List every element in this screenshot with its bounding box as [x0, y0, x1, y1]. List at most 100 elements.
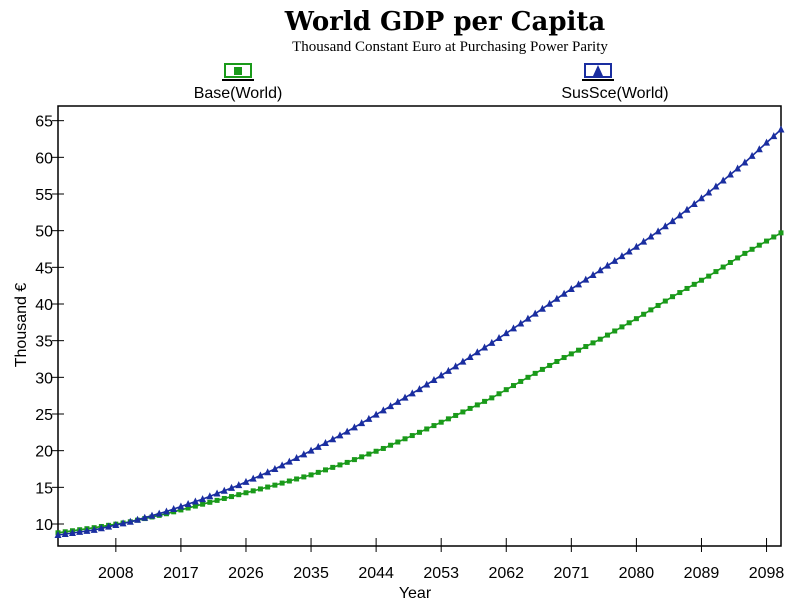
y-tick-label: 40: [35, 297, 53, 314]
data-point-susce: [517, 319, 525, 327]
data-point-base: [662, 298, 668, 304]
data-point-susce: [105, 522, 113, 530]
data-point-susce: [654, 227, 662, 235]
data-point-susce: [184, 500, 192, 508]
data-point-susce: [661, 222, 669, 230]
data-point-susce: [220, 486, 228, 494]
data-point-susce: [68, 528, 76, 536]
data-point-susce: [177, 502, 185, 510]
data-point-susce: [734, 164, 742, 172]
data-point-susce: [640, 237, 648, 245]
data-point-base: [286, 478, 292, 484]
data-point-susce: [546, 299, 554, 307]
data-point-base: [395, 439, 401, 445]
y-tick-label: 55: [35, 187, 53, 204]
data-point-susce: [705, 188, 713, 196]
data-point-susce: [83, 526, 91, 534]
data-point-susce: [408, 389, 416, 397]
legend-marker-base: [234, 67, 242, 75]
data-point-susce: [336, 431, 344, 439]
data-point-susce: [481, 343, 489, 351]
data-point-susce: [329, 435, 337, 443]
data-point-base: [561, 355, 567, 361]
data-point-susce: [322, 439, 330, 447]
data-point-base: [445, 416, 451, 422]
data-point-susce: [748, 151, 756, 159]
data-point-susce: [365, 414, 373, 422]
data-point-susce: [430, 375, 438, 383]
data-point-susce: [256, 471, 264, 479]
data-point-base: [518, 378, 524, 384]
data-point-susce: [213, 489, 221, 497]
data-point-susce: [293, 454, 301, 461]
data-point-base: [474, 402, 480, 408]
data-point-base: [265, 484, 271, 490]
x-tick-label: 2044: [358, 565, 394, 582]
x-tick-label: 2026: [228, 565, 264, 582]
data-point-susce: [509, 324, 517, 332]
legend-marker-susce: [593, 65, 603, 76]
data-point-susce: [632, 242, 640, 250]
data-point-base: [727, 259, 733, 265]
data-point-base: [525, 374, 531, 380]
data-point-susce: [350, 423, 358, 431]
x-tick-label: 2035: [293, 565, 329, 582]
y-tick-label: 15: [35, 480, 53, 497]
legend-label-base: Base(World): [194, 85, 283, 102]
data-point-susce: [76, 527, 84, 535]
data-point-susce: [582, 275, 590, 283]
data-point-susce: [141, 513, 149, 521]
y-tick-label: 60: [35, 150, 53, 167]
data-point-base: [482, 398, 488, 404]
legend: Base(World) SusSce(World): [194, 63, 669, 102]
data-point-base: [597, 336, 603, 342]
data-point-susce: [278, 461, 286, 469]
data-point-base: [178, 507, 184, 513]
data-point-base: [626, 320, 632, 326]
data-point-susce: [683, 205, 691, 213]
data-point-base: [453, 412, 459, 418]
data-point-base: [250, 488, 256, 494]
data-point-susce: [249, 474, 257, 482]
data-point-base: [236, 492, 242, 498]
data-point-susce: [199, 495, 207, 503]
data-point-base: [207, 499, 213, 505]
data-point-base: [279, 480, 285, 486]
data-point-susce: [162, 507, 170, 515]
x-tick-label: 2071: [554, 565, 590, 582]
y-tick-label: 20: [35, 444, 53, 461]
data-point-susce: [755, 145, 763, 153]
data-point-base: [684, 285, 690, 291]
data-point-susce: [770, 132, 778, 140]
data-point-susce: [387, 402, 395, 410]
data-point-base: [294, 476, 300, 482]
data-point-base: [539, 366, 545, 372]
y-tick-label: 35: [35, 334, 53, 351]
x-tick-label: 2062: [488, 565, 524, 582]
data-point-susce: [560, 289, 568, 297]
data-point-susce: [459, 357, 467, 365]
data-point-base: [301, 474, 307, 480]
data-point-susce: [553, 294, 561, 302]
data-point-base: [200, 501, 206, 507]
data-point-susce: [589, 270, 597, 278]
data-point-susce: [285, 457, 293, 465]
data-point-base: [742, 250, 748, 256]
data-point-base: [373, 448, 379, 454]
data-point-susce: [495, 334, 503, 342]
x-tick-label: 2008: [98, 565, 134, 582]
y-tick-label: 10: [35, 517, 53, 534]
plot-area: 10 15 20 25 30 35 40 45 50 55 60 65 2008 2017 2026 2035…: [35, 105, 785, 582]
data-point-susce: [112, 521, 120, 529]
data-point-susce: [148, 511, 156, 519]
data-point-base: [568, 351, 574, 357]
data-point-base: [315, 469, 321, 475]
data-point-susce: [264, 468, 272, 476]
data-point-base: [764, 238, 770, 244]
data-point-base: [344, 459, 350, 465]
data-point-base: [612, 328, 618, 334]
x-tick-label: 2053: [423, 565, 459, 582]
data-point-susce: [676, 211, 684, 219]
data-point-base: [554, 358, 560, 364]
legend-item-susce: SusSce(World): [561, 63, 669, 102]
